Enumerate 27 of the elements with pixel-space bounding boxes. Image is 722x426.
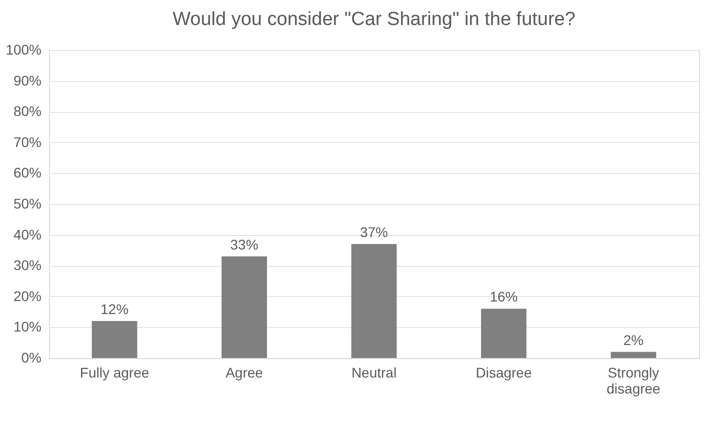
data-label: 2% — [623, 332, 644, 348]
x-tick-label: Disagree — [476, 364, 532, 380]
y-tick-label: 10% — [13, 318, 42, 335]
y-tick-label: 70% — [13, 134, 42, 150]
x-tick-label: Agree — [226, 364, 264, 380]
data-label: 33% — [230, 236, 258, 252]
bar — [92, 321, 138, 358]
y-tick-label: 40% — [13, 226, 42, 242]
y-tick-label: 60% — [13, 164, 42, 181]
bar — [222, 256, 267, 358]
data-label: 16% — [490, 288, 518, 305]
bar — [351, 244, 397, 358]
y-tick-label: 30% — [13, 257, 42, 274]
data-label: 37% — [360, 224, 388, 240]
y-tick-label: 20% — [13, 288, 42, 304]
bar — [610, 352, 656, 358]
x-tick-label: Strongly disagree — [606, 364, 661, 396]
data-label: 12% — [100, 301, 129, 318]
y-tick-label: 100% — [6, 42, 42, 58]
chart-title: Would you consider "Car Sharing" in the future? — [172, 9, 576, 30]
x-tick-label: Fully agree — [80, 364, 150, 380]
bar — [481, 308, 526, 358]
y-tick-label: 0% — [21, 350, 42, 366]
y-tick-label: 90% — [13, 72, 42, 88]
y-tick-label: 80% — [13, 103, 42, 120]
y-tick-label: 50% — [13, 196, 42, 212]
x-tick-label: Neutral — [351, 364, 397, 380]
